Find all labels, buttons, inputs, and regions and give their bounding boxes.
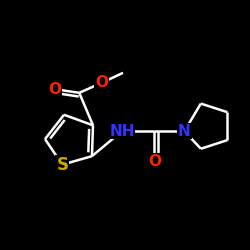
Text: S: S (56, 156, 68, 174)
Text: N: N (178, 124, 191, 139)
Text: O: O (148, 154, 161, 169)
Text: NH: NH (109, 124, 135, 139)
Text: O: O (48, 82, 61, 96)
Text: O: O (95, 75, 108, 90)
